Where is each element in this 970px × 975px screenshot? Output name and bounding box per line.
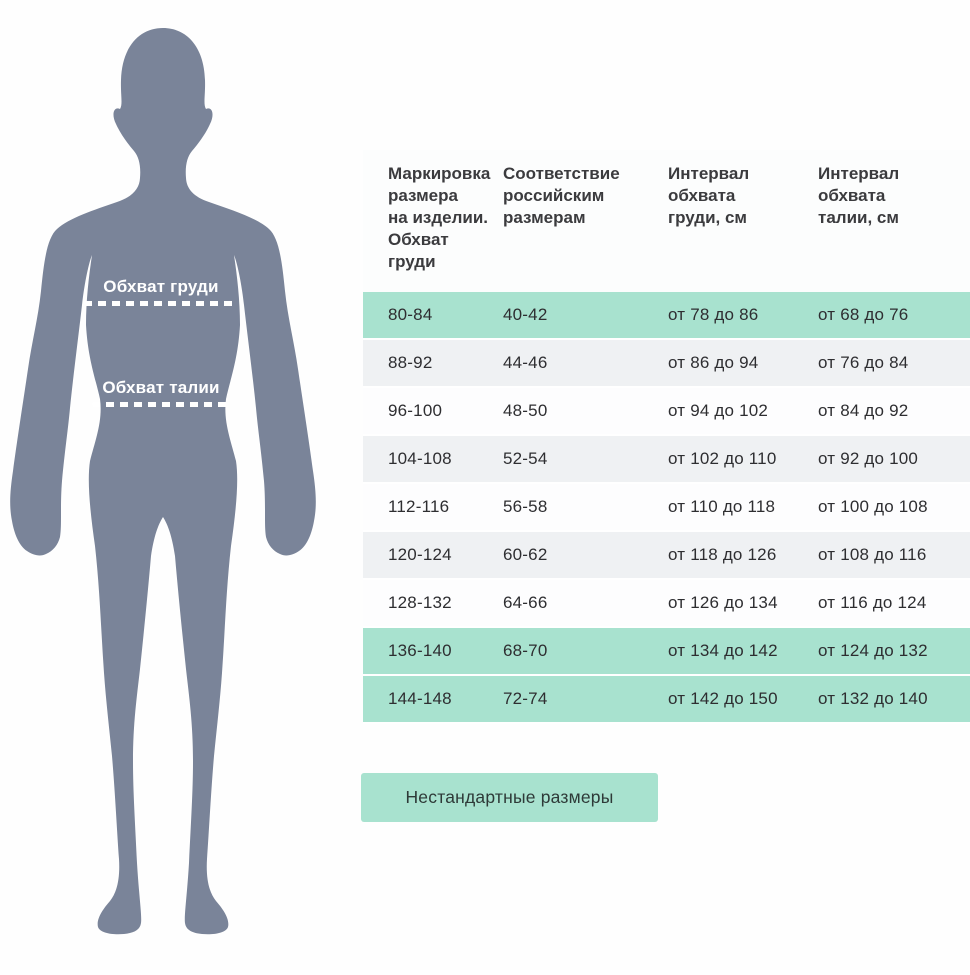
- cell-size-marking: 96-100: [388, 401, 443, 420]
- table-row: 80-84 40-42 от 78 до 86 от 68 до 76: [363, 292, 970, 340]
- cell-russian-size: 52-54: [503, 449, 548, 468]
- cell-russian-size: 68-70: [503, 641, 548, 660]
- cell-waist-interval: от 116 до 124: [818, 593, 927, 612]
- header-waist-interval: Интервал обхвата талии, см: [818, 164, 900, 227]
- cell-size-marking: 112-116: [388, 497, 450, 516]
- cell-russian-size: 56-58: [503, 497, 548, 516]
- cell-size-marking: 104-108: [388, 449, 452, 468]
- waist-dashed-line: [92, 402, 230, 407]
- table-row: 104-108 52-54 от 102 до 110 от 92 до 100: [363, 436, 970, 484]
- cell-waist-interval: от 92 до 100: [818, 449, 919, 468]
- cell-chest-interval: от 102 до 110: [668, 449, 777, 468]
- cell-chest-interval: от 118 до 126: [668, 545, 777, 564]
- cell-chest-interval: от 94 до 102: [668, 401, 769, 420]
- cell-chest-interval: от 110 до 118: [668, 497, 776, 516]
- waist-measure: Обхват талии: [92, 377, 230, 407]
- chest-measure-label: Обхват груди: [103, 277, 219, 296]
- cell-waist-interval: от 100 до 108: [818, 497, 928, 516]
- cell-size-marking: 128-132: [388, 593, 452, 612]
- table-row: 120-124 60-62 от 118 до 126 от 108 до 11…: [363, 532, 970, 580]
- nonstandard-sizes-badge: Нестандартные размеры: [361, 773, 658, 822]
- table-row: 128-132 64-66 от 126 до 134 от 116 до 12…: [363, 580, 970, 628]
- waist-measure-label: Обхват талии: [102, 378, 220, 397]
- cell-waist-interval: от 108 до 116: [818, 545, 927, 564]
- cell-size-marking: 88-92: [388, 353, 433, 372]
- chest-dashed-line: [84, 301, 238, 306]
- header-chest-interval: Интервал обхвата груди, см: [668, 164, 750, 227]
- cell-size-marking: 120-124: [388, 545, 452, 564]
- cell-waist-interval: от 132 до 140: [818, 689, 928, 708]
- table-header-row: Маркировка размера на изделии. Обхват гр…: [363, 150, 970, 292]
- table-row: 144-148 72-74 от 142 до 150 от 132 до 14…: [363, 676, 970, 724]
- cell-waist-interval: от 68 до 76: [818, 305, 909, 324]
- table-row: 88-92 44-46 от 86 до 94 от 76 до 84: [363, 340, 970, 388]
- cell-russian-size: 72-74: [503, 689, 548, 708]
- header-russian-size: Соответствие российским размерам: [503, 164, 620, 227]
- table-row: 112-116 56-58 от 110 до 118 от 100 до 10…: [363, 484, 970, 532]
- cell-chest-interval: от 134 до 142: [668, 641, 778, 660]
- table-row: 96-100 48-50 от 94 до 102 от 84 до 92: [363, 388, 970, 436]
- cell-size-marking: 136-140: [388, 641, 452, 660]
- cell-russian-size: 48-50: [503, 401, 548, 420]
- chest-measure: Обхват груди: [84, 276, 238, 306]
- cell-chest-interval: от 142 до 150: [668, 689, 778, 708]
- table-row: 136-140 68-70 от 134 до 142 от 124 до 13…: [363, 628, 970, 676]
- cell-chest-interval: от 78 до 86: [668, 305, 759, 324]
- cell-waist-interval: от 84 до 92: [818, 401, 909, 420]
- size-table: Маркировка размера на изделии. Обхват гр…: [363, 150, 970, 724]
- body-left-half: [10, 28, 163, 935]
- header-size-marking: Маркировка размера на изделии. Обхват гр…: [388, 164, 491, 271]
- table-body: 80-84 40-42 от 78 до 86 от 68 до 76 88-9…: [363, 292, 970, 724]
- cell-size-marking: 80-84: [388, 305, 433, 324]
- cell-russian-size: 64-66: [503, 593, 548, 612]
- male-body-silhouette-svg: [10, 28, 316, 935]
- cell-chest-interval: от 126 до 134: [668, 593, 778, 612]
- cell-waist-interval: от 124 до 132: [818, 641, 928, 660]
- body-right-half: [163, 28, 316, 935]
- cell-waist-interval: от 76 до 84: [818, 353, 909, 372]
- body-silhouette-area: Обхват груди Обхват талии: [0, 0, 330, 970]
- cell-russian-size: 44-46: [503, 353, 548, 372]
- cell-chest-interval: от 86 до 94: [668, 353, 759, 372]
- cell-size-marking: 144-148: [388, 689, 452, 708]
- cell-russian-size: 60-62: [503, 545, 548, 564]
- cell-russian-size: 40-42: [503, 305, 548, 324]
